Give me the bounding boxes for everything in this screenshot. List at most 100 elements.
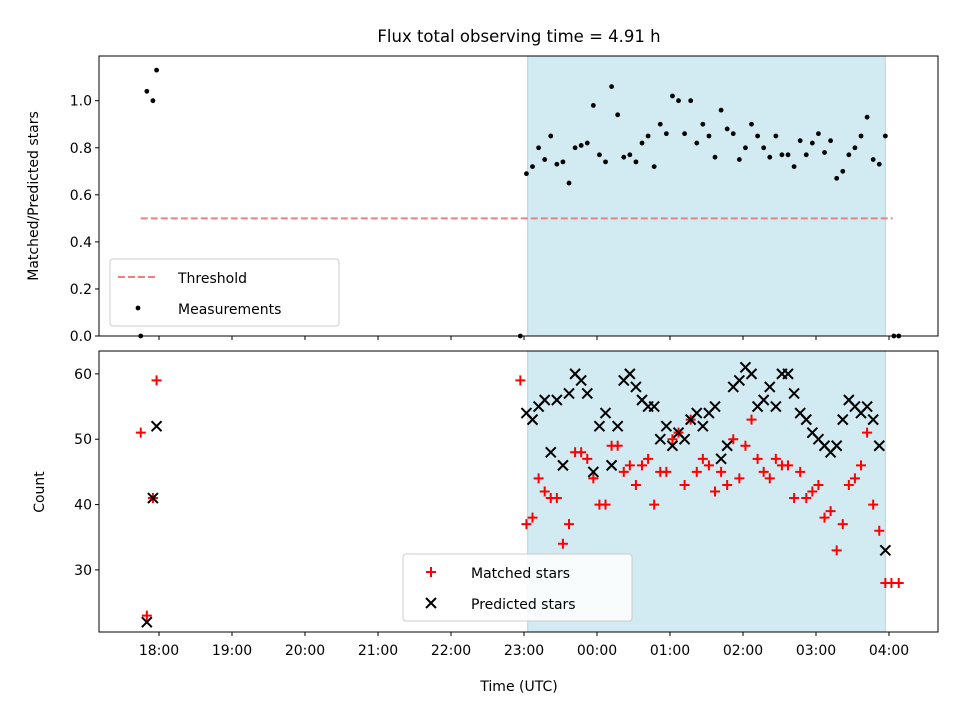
data-point: [144, 88, 150, 94]
x-tick-label: 01:00: [650, 643, 690, 659]
data-point: [803, 152, 809, 158]
data-point: [533, 473, 544, 484]
data-point: [627, 152, 633, 158]
data-point: [654, 433, 666, 445]
data-point: [588, 473, 599, 484]
x-tick-label: 00:00: [577, 643, 617, 659]
data-point: [789, 493, 800, 504]
legend-x-swatch: [425, 597, 437, 609]
data-point: [639, 140, 645, 146]
y-axis-label-ratio: Matched/Predicted stars: [26, 111, 42, 281]
data-point: [581, 387, 593, 400]
data-point: [593, 420, 606, 432]
x-tick-label: 21:00: [358, 643, 398, 659]
data-point: [709, 400, 721, 413]
data-point: [816, 131, 821, 137]
data-point: [801, 493, 812, 504]
data-point: [715, 453, 727, 465]
series-matched-stars: [135, 375, 904, 621]
data-point: [785, 152, 791, 158]
observing-window-span: [527, 55, 886, 337]
data-point: [150, 420, 163, 432]
data-point: [722, 479, 733, 490]
data-point: [633, 159, 639, 165]
data-point: [135, 427, 146, 438]
x-tick-label: 20:00: [285, 643, 325, 659]
legend: Threshold Measurements: [109, 258, 340, 327]
data-point: [557, 459, 569, 472]
data-point: [764, 473, 775, 484]
data-point: [757, 394, 770, 406]
data-point: [849, 473, 860, 484]
data-point: [868, 499, 879, 510]
x-tick-label: 19:00: [212, 643, 252, 659]
data-point: [867, 413, 879, 426]
data-point: [864, 114, 870, 120]
data-point: [736, 157, 742, 162]
y-tick-label: 1.0: [70, 94, 92, 110]
data-point: [710, 486, 721, 497]
data-point: [703, 460, 714, 471]
data-point: [612, 440, 623, 451]
data-point: [521, 519, 532, 530]
data-point: [141, 616, 153, 628]
chart-title: Flux total observing time = 4.91 h: [377, 27, 660, 46]
data-point: [661, 466, 672, 477]
data-point: [645, 133, 651, 139]
data-point: [797, 138, 803, 144]
data-point: [666, 440, 679, 452]
x-tick-label: 22:00: [431, 643, 471, 659]
legend-label: Threshold: [177, 271, 247, 287]
data-point: [587, 466, 600, 478]
data-point: [542, 157, 548, 162]
legend-plus-swatch: [426, 567, 436, 577]
data-point: [576, 447, 587, 458]
data-point: [837, 519, 848, 530]
legend: Matched stars Predicted stars: [402, 553, 633, 622]
data-point: [688, 98, 694, 104]
data-point: [584, 140, 590, 146]
data-point: [706, 133, 712, 139]
data-point: [825, 506, 836, 517]
data-point: [740, 440, 751, 451]
data-point: [807, 486, 818, 497]
axes-frame: [98, 55, 939, 337]
data-point: [527, 512, 538, 523]
data-point: [743, 145, 748, 151]
data-point: [876, 161, 882, 167]
data-point: [657, 121, 663, 127]
data-point: [783, 460, 794, 471]
data-point: [141, 610, 152, 621]
data-point: [856, 460, 867, 471]
data-point: [651, 164, 657, 169]
data-point: [551, 493, 562, 504]
data-point: [515, 375, 526, 386]
data-point: [582, 453, 593, 464]
data-point: [575, 374, 587, 387]
data-point: [682, 131, 687, 137]
x-tick-label: 23:00: [504, 643, 544, 659]
data-point: [858, 133, 864, 139]
series-predicted-stars: [141, 361, 892, 628]
data-point: [676, 98, 681, 104]
data-point: [893, 577, 904, 588]
data-point: [718, 107, 724, 113]
x-tick-label: 03:00: [796, 643, 836, 659]
data-point: [879, 544, 892, 557]
data-point: [678, 433, 691, 445]
data-point: [761, 145, 767, 151]
data-point: [660, 420, 673, 432]
data-point: [560, 159, 566, 165]
data-point: [667, 434, 678, 445]
data-point: [813, 479, 824, 490]
data-point: [564, 519, 575, 530]
data-point: [819, 512, 830, 523]
data-point: [749, 121, 754, 127]
ratio-panel: 0.0 0.2 0.4 0.6 0.8 1.0 Threshold Measurements: [70, 55, 939, 345]
x-axis-label: Time (UTC): [479, 679, 557, 695]
data-point: [548, 133, 554, 139]
data-point: [770, 453, 781, 464]
data-point: [843, 479, 854, 490]
data-point: [752, 453, 763, 464]
